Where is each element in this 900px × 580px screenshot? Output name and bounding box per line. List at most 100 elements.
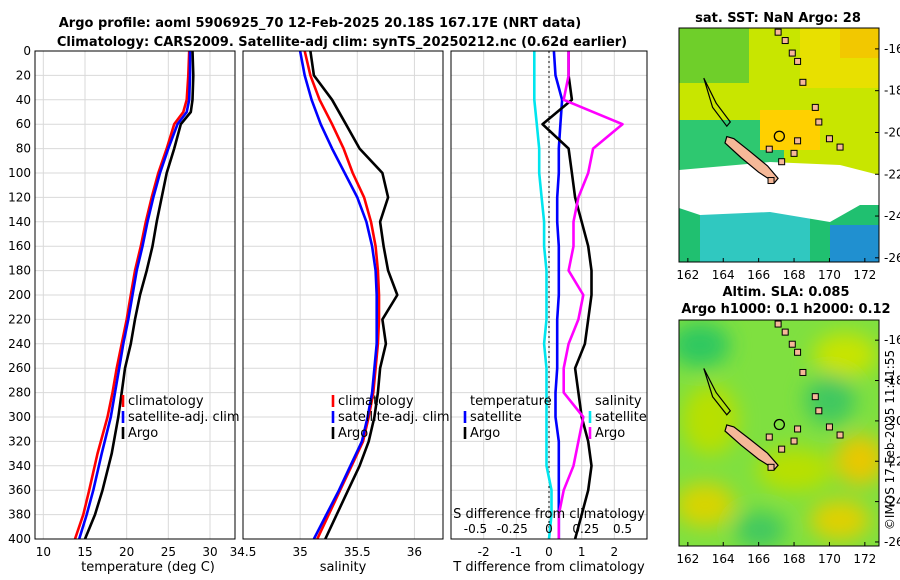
island (811, 103, 819, 111)
x-tick-label: -2 (478, 545, 490, 559)
y-tick-label: 160 (8, 239, 31, 253)
x-tick-label: 1 (578, 545, 586, 559)
sla-high-blob (835, 435, 879, 485)
sst-cool-patch (679, 28, 749, 83)
island (774, 320, 782, 328)
island (815, 407, 823, 415)
x-tick-label: 25 (161, 545, 176, 559)
y-tick-label: 280 (8, 386, 31, 400)
map-y-tick-label: -16 (884, 333, 900, 347)
s-difference-label: S difference from climatology (453, 507, 645, 522)
y-tick-label: 40 (16, 93, 31, 107)
temperature-panel: 0 20 40 60 80 100 120 140 160 180 200 220 240 260 280 3… (8, 44, 236, 575)
sst-coastline (703, 28, 844, 185)
island (836, 431, 844, 439)
series-line-argo (83, 50, 195, 540)
island (788, 340, 796, 348)
legend-title-salinity: salinity (595, 394, 642, 409)
island (811, 393, 819, 401)
y-tick-label: 360 (8, 483, 31, 497)
island (825, 135, 833, 143)
map-x-tick-label: 170 (818, 268, 841, 282)
copyright-footer: ©IMOS 17-Feb-2025 11:41:55 (883, 350, 897, 530)
legend-label-satellite: satellite-adj. clim (128, 410, 240, 425)
sla-map-frame (678, 319, 880, 547)
island (794, 57, 802, 65)
y-tick-label: 300 (8, 410, 31, 424)
map-y-tick-label: -18 (884, 84, 900, 98)
map-x-tick-label: 168 (783, 268, 806, 282)
difference-legend: temperature satellite Argo salinity sate… (463, 394, 647, 441)
x-tick-label: 34.5 (230, 545, 257, 559)
series-line-satellite-adj-clim (77, 51, 192, 540)
y-tick-label: 380 (8, 508, 31, 522)
argo-position-marker (773, 130, 786, 142)
island (794, 137, 802, 145)
series-line-s-argo (557, 51, 624, 539)
island (788, 49, 796, 57)
map-x-tick-label: 164 (712, 552, 735, 566)
sla-high-blob (757, 448, 833, 492)
temperature-legend: climatology satellite-adj. clim Argo (121, 394, 240, 441)
y-tick-label: 120 (8, 190, 31, 204)
y-tick-label: 240 (8, 337, 31, 351)
sst-cyan-patch (700, 210, 810, 262)
legend-label-s-satellite: satellite (595, 410, 647, 425)
island (765, 145, 773, 153)
y-tick-label: 400 (8, 532, 31, 546)
island (790, 149, 798, 157)
x-tick-label: 30 (202, 545, 217, 559)
sst-map: 162 164 166 168 170 172 -16 -18 -20 -22 -24 -26 (676, 27, 900, 282)
map-y-tick-label: -24 (884, 209, 900, 223)
sla-high-blob (682, 385, 738, 455)
sla-coastline (703, 320, 844, 471)
legend-label-s-argo: Argo (595, 426, 625, 441)
salinity-axes-frame (242, 50, 444, 540)
map-x-tick-label: 168 (783, 552, 806, 566)
temperature-axes-frame (34, 50, 236, 540)
y-tick-label: 140 (8, 215, 31, 229)
x-tick-label: 36 (407, 545, 422, 559)
island (778, 445, 786, 453)
y-tick-label: 340 (8, 459, 31, 473)
y-tick-label: 180 (8, 264, 31, 278)
reef-outline (703, 368, 732, 416)
island (794, 348, 802, 356)
map-x-tick-label: 166 (747, 552, 770, 566)
legend-label-t-argo: Argo (470, 426, 500, 441)
sla-high-blob (679, 483, 735, 527)
sst-map-title: sat. SST: NaN Argo: 28 (695, 11, 861, 26)
difference-xlabel: T difference from climatology (452, 560, 645, 575)
salinity-panel: 34.5 35 35.5 36 salinity (230, 50, 444, 575)
sst-blue-patch (830, 225, 879, 262)
island (774, 28, 782, 36)
y-tick-label: 220 (8, 312, 31, 326)
island (825, 423, 833, 431)
map-y-tick-label: -26 (884, 535, 900, 549)
legend-label-satellite: satellite-adj. clim (338, 410, 450, 425)
x-tick-label: 0 (545, 545, 553, 559)
difference-panel: -2 -1 0 1 2 -0.5 -0.25 0 0.25 0.5 T difference fr… (450, 50, 648, 575)
map-y-tick-label: -24 (884, 495, 900, 509)
y-tick-label: 200 (8, 288, 31, 302)
x-tick-label: 15 (77, 545, 92, 559)
sla-map: 162 164 166 168 170 172 -16 -18 -20 -22 -24 -26 (676, 319, 900, 566)
figure-title-line2: Climatology: CARS2009. Satellite-adj cli… (57, 35, 627, 50)
island (778, 158, 786, 166)
s-tick-label: 0 (545, 522, 553, 536)
argo-position-marker (773, 418, 786, 431)
legend-label-argo: Argo (338, 426, 368, 441)
legend-label-climatology: climatology (338, 394, 414, 409)
s-tick-label: -0.5 (464, 522, 487, 536)
y-tick-label: 260 (8, 361, 31, 375)
map-y-tick-label: -20 (884, 414, 900, 428)
map-x-tick-label: 162 (676, 268, 699, 282)
s-tick-label: -0.25 (497, 522, 528, 536)
island (794, 425, 802, 433)
map-x-tick-label: 164 (712, 268, 735, 282)
sla-map-title2: Argo h1000: 0.1 h2000: 0.12 (681, 302, 890, 317)
legend-label-t-satellite: satellite (470, 410, 522, 425)
map-y-tick-label: -16 (884, 42, 900, 56)
x-tick-label: 10 (36, 545, 51, 559)
